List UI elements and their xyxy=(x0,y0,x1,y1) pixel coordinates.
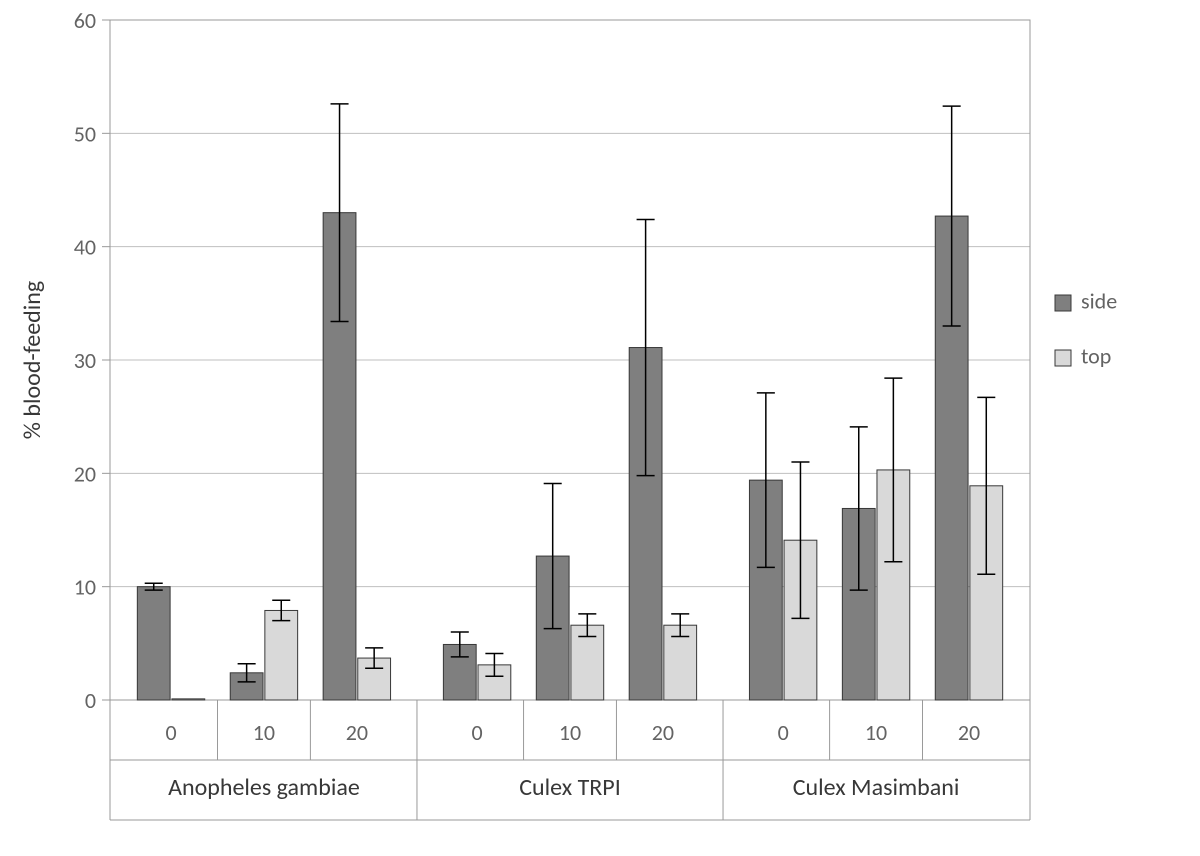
bar-top xyxy=(172,699,205,700)
blood-feeding-bar-chart: 0 10 20 30 40 50 60 % blood-feeding 0 10 20 0 10 20 0 1… xyxy=(0,0,1200,856)
x-group-label: Anopheles gambiae xyxy=(168,773,360,802)
y-tick-label: 50 xyxy=(74,120,96,147)
bar-top xyxy=(265,610,298,700)
y-tick-label: 10 xyxy=(74,574,96,601)
bar-side xyxy=(137,587,170,700)
chart-container: 0 10 20 30 40 50 60 % blood-feeding 0 10 20 0 10 20 0 1… xyxy=(0,0,1200,856)
x-group-label: Culex Masimbani xyxy=(793,773,960,802)
x-sub-label: 10 xyxy=(253,719,275,746)
x-sub-label: 20 xyxy=(346,719,368,746)
y-tick-label: 0 xyxy=(85,687,96,714)
legend-label: top xyxy=(1081,343,1111,370)
y-tick-label: 20 xyxy=(74,460,96,487)
x-sub-label: 10 xyxy=(865,719,887,746)
x-group-label: Culex TRPI xyxy=(519,773,620,802)
y-axis-label: % blood-feeding xyxy=(18,281,47,439)
x-sub-label: 20 xyxy=(958,719,980,746)
legend-label: side xyxy=(1081,288,1117,315)
y-tick-label: 60 xyxy=(74,7,96,34)
legend-swatch xyxy=(1055,350,1071,366)
x-sub-label: 20 xyxy=(652,719,674,746)
x-sub-label: 0 xyxy=(165,719,176,746)
y-tick-label: 30 xyxy=(74,347,96,374)
legend-swatch xyxy=(1055,295,1071,311)
y-tick-label: 40 xyxy=(74,234,96,261)
x-sub-label: 10 xyxy=(559,719,581,746)
x-sub-label: 0 xyxy=(472,719,483,746)
x-sub-label: 0 xyxy=(778,719,789,746)
